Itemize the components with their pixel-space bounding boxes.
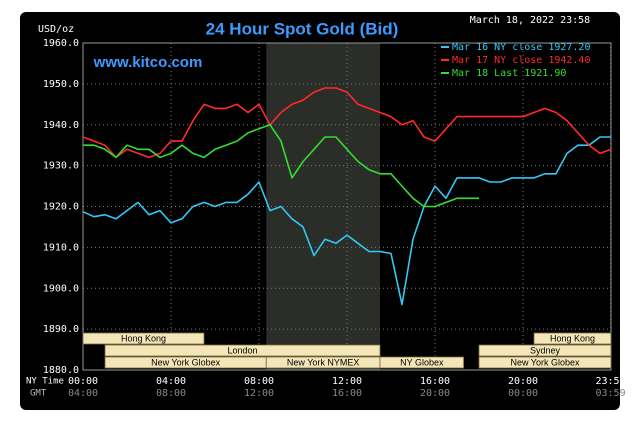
y-tick-label: 1930.0 [43, 161, 79, 172]
y-tick-label: 1910.0 [43, 242, 79, 253]
series-line [83, 124, 479, 208]
session-bar [478, 356, 612, 369]
legend-label: Mar 16 NY close 1927.20 [452, 42, 590, 53]
session-label: Hong Kong [121, 333, 166, 343]
x-tick-label-gmt: 20:00 [420, 388, 450, 399]
y-tick-label: 1890.0 [43, 324, 79, 335]
x-tick-label: 08:00 [244, 376, 274, 387]
y-tick-label: 1960.0 [43, 38, 79, 49]
session-label: New York NYMEX [287, 357, 360, 367]
x-tick-label: 04:00 [156, 376, 186, 387]
session-label: Sydney [530, 345, 561, 355]
session-bar [478, 344, 612, 357]
legend-label: Mar 17 NY close 1942.40 [452, 55, 590, 66]
session-label: Hong Kong [550, 333, 595, 343]
x-tick-label: 20:00 [508, 376, 538, 387]
x-row-label: NY Time [26, 377, 64, 387]
session-bar [533, 332, 612, 345]
session-label: New York Globex [151, 357, 221, 367]
legend-label: Mar 18 Last 1921.90 [452, 68, 566, 79]
x-tick-label-gmt: 08:00 [156, 388, 186, 399]
x-tick-label-gmt: 04:00 [68, 388, 98, 399]
session-label: London [227, 345, 257, 355]
series-line [82, 136, 611, 306]
y-axis-label: USD/oz [38, 24, 74, 35]
y-tick-label: 1900.0 [43, 283, 79, 294]
x-tick-label: 16:00 [420, 376, 450, 387]
x-tick-label: 12:00 [332, 376, 362, 387]
x-tick-label-gmt: 16:00 [332, 388, 362, 399]
y-tick-label: 1920.0 [43, 202, 79, 213]
chart-title: 24 Hour Spot Gold (Bid) [206, 19, 399, 38]
subtitle: March 18, 2022 23:58 [470, 15, 590, 26]
x-tick-label-gmt: 12:00 [244, 388, 274, 399]
y-tick-label: 1940.0 [43, 120, 79, 131]
session-bar [104, 344, 381, 357]
x-tick-label-gmt: 00:00 [508, 388, 538, 399]
x-tick-label: 23:59 [596, 376, 626, 387]
session-label: NY Globex [400, 357, 444, 367]
watermark: www.kitco.com [93, 54, 203, 71]
x-tick-label: 00:00 [68, 376, 98, 387]
session-bar [82, 332, 205, 345]
y-tick-label: 1950.0 [43, 79, 79, 90]
y-tick-label: 1880.0 [43, 365, 79, 376]
plot-frame [82, 42, 612, 371]
session-label: New York Globex [510, 357, 580, 367]
x-row-label: GMT [30, 389, 47, 399]
series-line [82, 87, 612, 159]
session-bar [379, 356, 464, 369]
x-tick-label-gmt: 03:59 [596, 388, 626, 399]
